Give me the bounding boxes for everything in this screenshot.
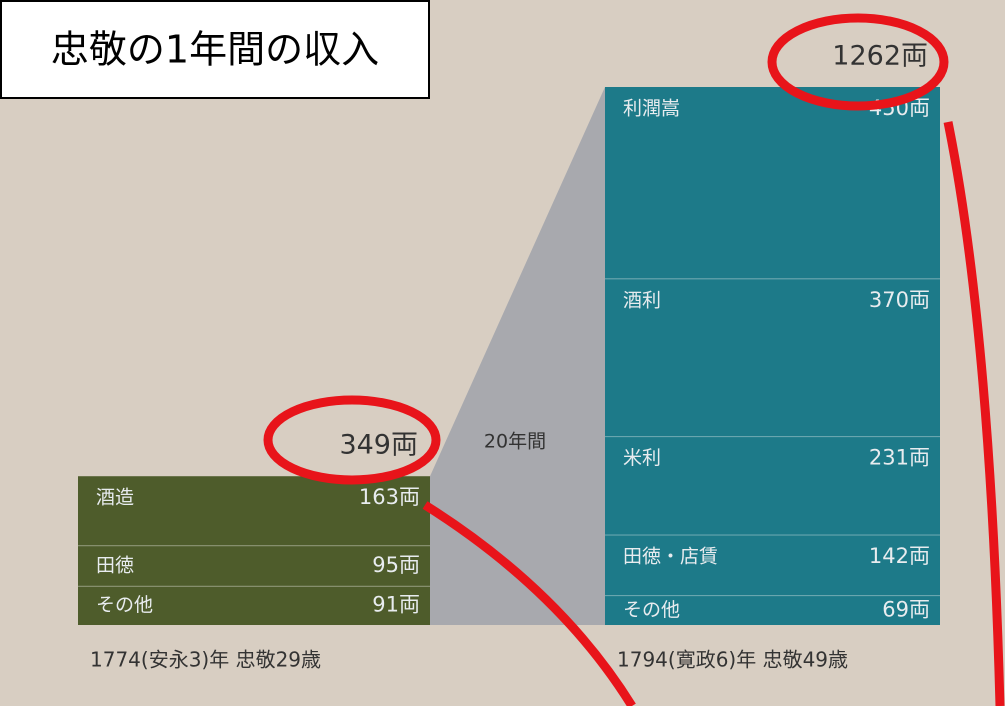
chart-title: 忠敬の1年間の収入 bbox=[51, 28, 379, 72]
page: その他 91両 田徳 95両 酒造 163両 349両 1774(安永3)年 忠敬29歳 その他… bbox=[0, 0, 1005, 706]
segment-name: その他 bbox=[96, 594, 153, 616]
segment-value-label: 69両 bbox=[882, 597, 930, 621]
segment-value-label: 163両 bbox=[359, 485, 420, 509]
annotation: 20年間 bbox=[484, 431, 546, 453]
segment-name: 酒造 bbox=[96, 487, 134, 509]
chart: その他 91両 田徳 95両 酒造 163両 349両 1774(安永3)年 忠敬29歳 その他… bbox=[0, 0, 1005, 706]
segment-name: 米利 bbox=[623, 447, 661, 469]
segment-name: 田徳・店賃 bbox=[623, 546, 718, 568]
segment-value-label: 142両 bbox=[869, 544, 930, 568]
bar-total-label: 1262両 bbox=[832, 41, 928, 72]
segment-name: 利潤嵩 bbox=[623, 98, 680, 120]
segment-name: 田徳 bbox=[96, 554, 134, 576]
segment-value-label: 370両 bbox=[869, 288, 930, 312]
segment-value-label: 91両 bbox=[372, 593, 420, 617]
segment-name: 酒利 bbox=[623, 289, 661, 311]
segment-value-label: 231両 bbox=[869, 446, 930, 470]
bar-label: 1794(寛政6)年 忠敬49歳 bbox=[617, 648, 848, 672]
bar-label: 1774(安永3)年 忠敬29歳 bbox=[90, 648, 321, 672]
segment-value-label: 95両 bbox=[372, 553, 420, 577]
bar-total-label: 349両 bbox=[339, 430, 418, 461]
segment-name: その他 bbox=[623, 599, 680, 621]
